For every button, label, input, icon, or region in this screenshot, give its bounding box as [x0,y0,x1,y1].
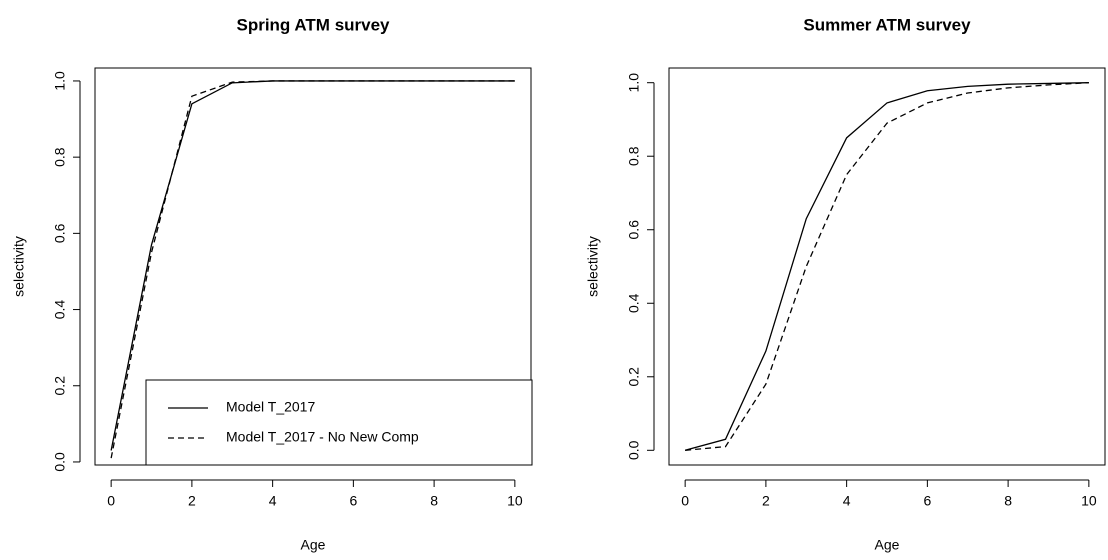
x-tick-label: 4 [269,493,277,509]
x-tick-label: 10 [1081,493,1097,509]
x-tick-label: 8 [1004,493,1012,509]
y-tick-label: 0.0 [626,440,642,460]
y-tick-label: 0.0 [52,452,68,472]
y-axis-title: selectivity [11,236,27,297]
y-tick-label: 0.6 [52,223,68,243]
y-tick-label: 0.8 [626,146,642,166]
y-tick-label: 0.8 [52,147,68,167]
x-tick-label: 6 [923,493,931,509]
chart-title: Summer ATM survey [803,15,971,34]
x-tick-label: 4 [843,493,851,509]
x-tick-label: 2 [762,493,770,509]
x-tick-label: 6 [349,493,357,509]
y-tick-label: 0.4 [52,300,68,320]
y-tick-label: 0.4 [626,293,642,313]
series-line [684,82,1089,451]
x-tick-label: 2 [188,493,196,509]
y-tick-label: 0.6 [626,220,642,240]
plot-box [668,67,1106,466]
x-tick-label: 10 [507,493,523,509]
series-line [110,80,515,459]
legend-label: Model T_2017 - No New Comp [226,429,419,445]
x-axis-title: Age [875,537,900,553]
y-tick-label: 1.0 [52,71,68,91]
y-tick-label: 0.2 [626,367,642,387]
chart-title: Spring ATM survey [236,15,390,34]
y-tick-label: 1.0 [626,73,642,93]
x-tick-label: 8 [430,493,438,509]
series-line [685,82,1089,451]
x-tick-label: 0 [107,493,115,509]
x-axis-title: Age [301,537,326,553]
x-tick-label: 0 [681,493,689,509]
y-axis-title: selectivity [585,236,601,297]
legend-label: Model T_2017 [226,399,315,415]
legend-box [145,379,533,466]
y-tick-label: 0.2 [52,376,68,396]
